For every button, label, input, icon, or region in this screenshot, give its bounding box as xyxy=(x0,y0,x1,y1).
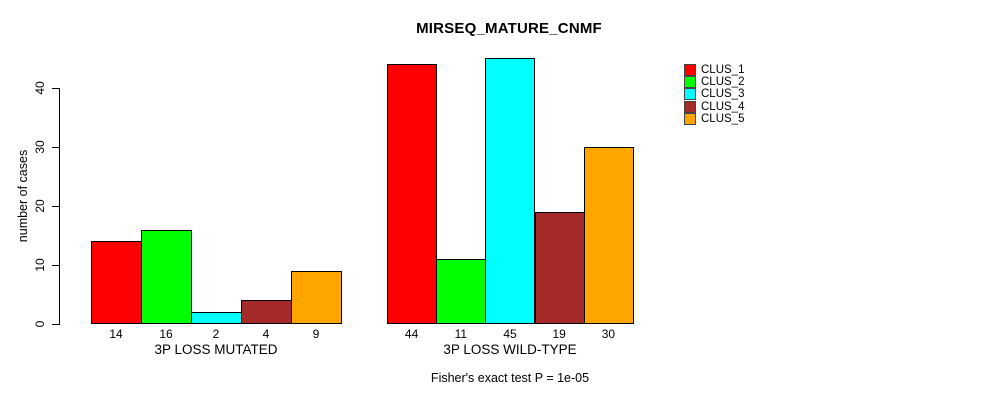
y-tick-label: 10 xyxy=(33,258,47,272)
y-tick xyxy=(52,88,59,89)
bar-clus_2-mutated xyxy=(141,230,192,324)
bar-clus_3-wildtype xyxy=(485,58,535,324)
bar-value-label: 14 xyxy=(109,327,123,341)
y-tick-label: 40 xyxy=(33,81,47,95)
legend-label: CLUS_5 xyxy=(701,112,745,125)
y-tick xyxy=(52,324,59,325)
bar-clus_3-mutated xyxy=(191,312,242,324)
legend-swatch-icon xyxy=(684,88,696,101)
bar-value-label: 16 xyxy=(159,327,173,341)
y-tick xyxy=(52,147,59,148)
legend-swatch-icon xyxy=(684,112,696,125)
bar-value-label: 30 xyxy=(601,327,616,341)
legend-label: CLUS_4 xyxy=(701,100,745,113)
x-group-label: 3P LOSS MUTATED xyxy=(154,342,278,357)
y-tick-label: 20 xyxy=(33,199,47,213)
y-tick xyxy=(52,206,59,207)
y-tick-label: 30 xyxy=(33,140,47,154)
bar-clus_5-mutated xyxy=(291,271,342,324)
x-group-label: 3P LOSS WILD-TYPE xyxy=(443,342,577,357)
chart-title: MIRSEQ_MATURE_CNMF xyxy=(416,20,602,37)
legend-label: CLUS_3 xyxy=(701,88,745,101)
bar-clus_2-wildtype xyxy=(436,259,486,324)
y-axis-label: number of cases xyxy=(16,149,30,243)
bar-value-label: 11 xyxy=(454,327,468,341)
bar-clus_5-wildtype xyxy=(584,147,634,324)
legend-swatch-icon xyxy=(684,100,696,113)
y-tick xyxy=(52,265,59,266)
bar-value-label: 44 xyxy=(404,327,419,341)
caption: Fisher's exact test P = 1e-05 xyxy=(430,371,590,385)
bar-value-label: 2 xyxy=(212,327,220,341)
bar-clus_1-wildtype xyxy=(387,64,437,324)
bar-value-label: 4 xyxy=(262,327,270,341)
bar-value-label: 45 xyxy=(503,327,517,341)
bar-clus_4-mutated xyxy=(241,300,292,324)
legend-label: CLUS_2 xyxy=(701,76,745,89)
bar-value-label: 9 xyxy=(312,327,320,341)
bar-clus_4-wildtype xyxy=(535,212,585,324)
bar-clus_1-mutated xyxy=(91,241,142,324)
y-axis-line xyxy=(59,88,60,325)
legend-swatch-icon xyxy=(684,64,696,76)
bar-value-label: 19 xyxy=(552,327,566,341)
legend-swatch-icon xyxy=(684,76,696,89)
y-tick-label: 0 xyxy=(33,320,47,328)
legend-label: CLUS_1 xyxy=(701,64,745,76)
